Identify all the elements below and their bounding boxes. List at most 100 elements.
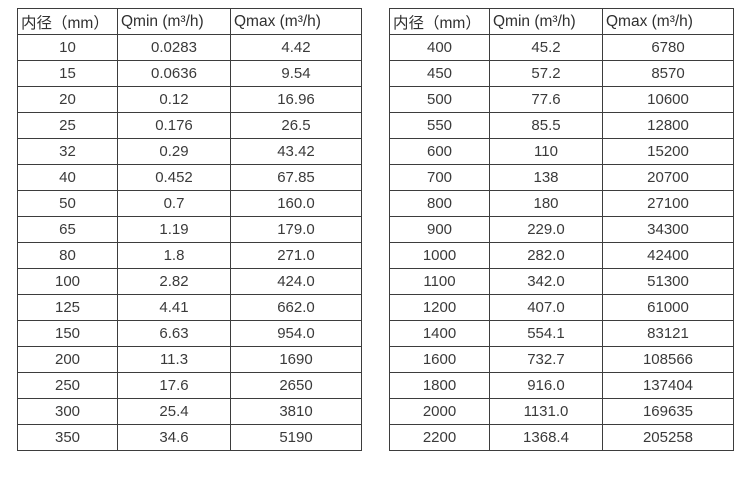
column-header: Qmin (m³/h) xyxy=(117,8,231,35)
table-row: 450 57.2 8570 xyxy=(389,60,734,87)
spec-table-left: 内径（mm） Qmin (m³/h) Qmax (m³/h) 10 0.0283 4.4… xyxy=(17,8,362,451)
table-cell: 400 xyxy=(389,34,490,61)
table-cell: 424.0 xyxy=(230,268,362,295)
table-cell: 1800 xyxy=(389,372,490,399)
table-cell: 2200 xyxy=(389,424,490,451)
column-header: Qmax (m³/h) xyxy=(230,8,362,35)
table-cell: 1400 xyxy=(389,320,490,347)
table-row: 500 77.6 10600 xyxy=(389,86,734,113)
table-row: 2200 1368.4 205258 xyxy=(389,424,734,451)
table-cell: 15 xyxy=(17,60,118,87)
table-row: 350 34.6 5190 xyxy=(17,424,362,451)
column-header: 内径（mm） xyxy=(17,8,118,35)
table-cell: 1000 xyxy=(389,242,490,269)
table-cell: 4.41 xyxy=(117,294,231,321)
table-cell: 250 xyxy=(17,372,118,399)
table-header-row: 内径（mm） Qmin (m³/h) Qmax (m³/h) xyxy=(17,8,362,35)
table-cell: 83121 xyxy=(602,320,734,347)
table-cell: 138 xyxy=(489,164,603,191)
table-cell: 26.5 xyxy=(230,112,362,139)
table-row: 125 4.41 662.0 xyxy=(17,294,362,321)
table-row: 800 180 27100 xyxy=(389,190,734,217)
table-cell: 15200 xyxy=(602,138,734,165)
table-row: 100 2.82 424.0 xyxy=(17,268,362,295)
table-row: 150 6.63 954.0 xyxy=(17,320,362,347)
table-cell: 271.0 xyxy=(230,242,362,269)
table-cell: 65 xyxy=(17,216,118,243)
table-cell: 85.5 xyxy=(489,112,603,139)
table-cell: 300 xyxy=(17,398,118,425)
table-cell: 20 xyxy=(17,86,118,113)
table-cell: 43.42 xyxy=(230,138,362,165)
table-cell: 108566 xyxy=(602,346,734,373)
table-cell: 150 xyxy=(17,320,118,347)
tables-container: 内径（mm） Qmin (m³/h) Qmax (m³/h) 10 0.0283 4.4… xyxy=(17,8,734,451)
table-cell: 229.0 xyxy=(489,216,603,243)
table-row: 65 1.19 179.0 xyxy=(17,216,362,243)
table-row: 1100 342.0 51300 xyxy=(389,268,734,295)
table-cell: 11.3 xyxy=(117,346,231,373)
table-row: 1600 732.7 108566 xyxy=(389,346,734,373)
table-cell: 27100 xyxy=(602,190,734,217)
table-cell: 954.0 xyxy=(230,320,362,347)
table-cell: 16.96 xyxy=(230,86,362,113)
table-cell: 169635 xyxy=(602,398,734,425)
table-row: 32 0.29 43.42 xyxy=(17,138,362,165)
table-row: 900 229.0 34300 xyxy=(389,216,734,243)
table-cell: 110 xyxy=(489,138,603,165)
table-cell: 67.85 xyxy=(230,164,362,191)
table-cell: 342.0 xyxy=(489,268,603,295)
table-row: 250 17.6 2650 xyxy=(17,372,362,399)
table-cell: 6780 xyxy=(602,34,734,61)
table-cell: 550 xyxy=(389,112,490,139)
table-cell: 282.0 xyxy=(489,242,603,269)
table-row: 300 25.4 3810 xyxy=(17,398,362,425)
table-row: 1200 407.0 61000 xyxy=(389,294,734,321)
table-row: 2000 1131.0 169635 xyxy=(389,398,734,425)
table-cell: 732.7 xyxy=(489,346,603,373)
table-cell: 42400 xyxy=(602,242,734,269)
table-row: 1000 282.0 42400 xyxy=(389,242,734,269)
table-cell: 2650 xyxy=(230,372,362,399)
table-cell: 34300 xyxy=(602,216,734,243)
table-cell: 12800 xyxy=(602,112,734,139)
table-cell: 5190 xyxy=(230,424,362,451)
table-cell: 350 xyxy=(17,424,118,451)
table-row: 15 0.0636 9.54 xyxy=(17,60,362,87)
table-cell: 200 xyxy=(17,346,118,373)
table-cell: 80 xyxy=(17,242,118,269)
table-cell: 1368.4 xyxy=(489,424,603,451)
table-cell: 900 xyxy=(389,216,490,243)
table-cell: 0.452 xyxy=(117,164,231,191)
table-cell: 25.4 xyxy=(117,398,231,425)
table-cell: 45.2 xyxy=(489,34,603,61)
table-cell: 100 xyxy=(17,268,118,295)
table-row: 200 11.3 1690 xyxy=(17,346,362,373)
table-cell: 0.12 xyxy=(117,86,231,113)
table-cell: 6.63 xyxy=(117,320,231,347)
table-row: 25 0.176 26.5 xyxy=(17,112,362,139)
table-cell: 0.29 xyxy=(117,138,231,165)
table-cell: 1131.0 xyxy=(489,398,603,425)
table-cell: 57.2 xyxy=(489,60,603,87)
table-cell: 1100 xyxy=(389,268,490,295)
table-cell: 600 xyxy=(389,138,490,165)
table-cell: 1600 xyxy=(389,346,490,373)
table-cell: 0.7 xyxy=(117,190,231,217)
table-cell: 2.82 xyxy=(117,268,231,295)
table-cell: 4.42 xyxy=(230,34,362,61)
table-cell: 32 xyxy=(17,138,118,165)
table-cell: 1690 xyxy=(230,346,362,373)
table-header-row: 内径（mm） Qmin (m³/h) Qmax (m³/h) xyxy=(389,8,734,35)
spec-table-right: 内径（mm） Qmin (m³/h) Qmax (m³/h) 400 45.2 6780… xyxy=(389,8,734,451)
table-cell: 10 xyxy=(17,34,118,61)
table-cell: 10600 xyxy=(602,86,734,113)
table-cell: 50 xyxy=(17,190,118,217)
column-header: Qmin (m³/h) xyxy=(489,8,603,35)
table-cell: 51300 xyxy=(602,268,734,295)
table-cell: 180 xyxy=(489,190,603,217)
table-row: 550 85.5 12800 xyxy=(389,112,734,139)
table-cell: 1200 xyxy=(389,294,490,321)
table-cell: 0.0283 xyxy=(117,34,231,61)
table-cell: 800 xyxy=(389,190,490,217)
